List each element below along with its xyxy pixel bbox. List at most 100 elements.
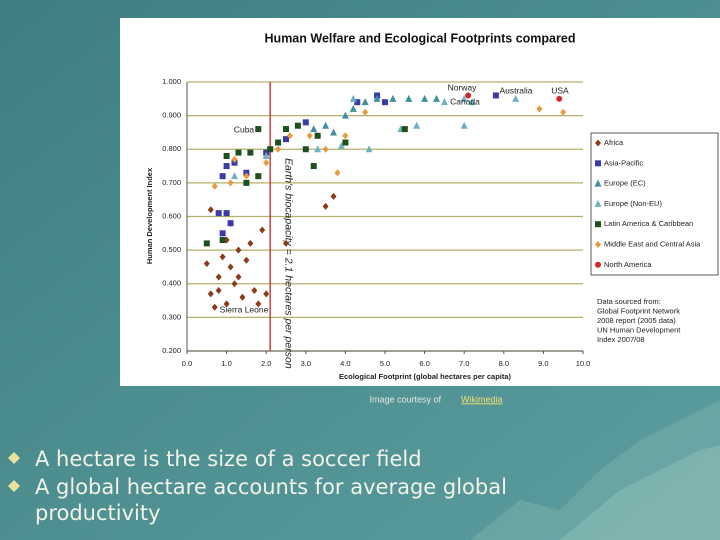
point: [512, 94, 520, 102]
point: [223, 210, 230, 217]
x-tick-label: 10.0: [576, 359, 591, 368]
point: [460, 121, 468, 129]
caption: Image courtesy of: [369, 394, 441, 404]
point: [247, 239, 254, 247]
point: [227, 179, 234, 187]
point: [330, 192, 337, 200]
point: [211, 303, 218, 311]
source-note: 2008 report (2005 data): [597, 316, 676, 325]
chart: Human Welfare and Ecological Footprints …: [145, 31, 719, 381]
point: [314, 145, 322, 153]
source-note: UN Human Development: [597, 325, 681, 334]
point: [219, 253, 226, 261]
y-tick-label: 0.800: [162, 144, 181, 153]
point: [219, 237, 226, 244]
point: [468, 98, 476, 106]
x-tick-label: 8.0: [499, 359, 509, 368]
point: [405, 94, 413, 102]
point: [440, 98, 448, 106]
point: [275, 145, 282, 153]
y-tick-label: 0.600: [162, 211, 181, 220]
legend-box: [590, 132, 719, 276]
y-tick-label: 1.000: [162, 77, 181, 86]
point: [255, 126, 262, 133]
point: [275, 139, 282, 146]
bullet: A global hectare accounts for average gl…: [35, 475, 507, 525]
x-tick-label: 6.0: [419, 359, 429, 368]
point: [211, 182, 218, 190]
point: [556, 95, 563, 102]
source-note: Index 2007/08: [597, 335, 645, 344]
reference-label: Earth's biocapacity = 2.1 hectares per p…: [282, 158, 294, 369]
point: [314, 132, 321, 139]
y-tick-label: 0.400: [162, 279, 181, 288]
x-tick-label: 0.0: [182, 359, 192, 368]
x-tick-label: 7.0: [459, 359, 469, 368]
point: [223, 152, 230, 159]
point: [460, 94, 468, 102]
point: [231, 155, 238, 163]
point: [227, 263, 234, 271]
legend: Africa Asia-Pacific Europe (EC) Europe (Non…: [594, 138, 701, 269]
point: [283, 239, 289, 247]
legend-marker: [595, 241, 601, 248]
y-tick-label: 0.500: [162, 245, 181, 254]
point: [492, 92, 499, 99]
point-annotation: Cuba: [234, 124, 255, 134]
point: [306, 132, 313, 140]
point: [349, 104, 357, 112]
x-tick-label: 2.0: [261, 359, 271, 368]
point: [283, 126, 289, 133]
legend-marker: [595, 221, 601, 228]
point: [294, 122, 301, 129]
y-tick-label: 0.300: [162, 312, 181, 321]
legend-marker: [595, 261, 601, 268]
point: [330, 128, 338, 136]
point: [263, 290, 270, 298]
point: [421, 94, 429, 102]
point: [365, 145, 373, 153]
point-annotation: Australia: [499, 85, 532, 95]
legend-label: Middle East and Central Asia: [604, 239, 701, 248]
point: [322, 121, 330, 129]
point: [203, 240, 210, 247]
point: [342, 132, 349, 140]
point: [302, 119, 309, 126]
point: [389, 94, 397, 102]
legend-label: Europe (EC): [604, 179, 646, 188]
point: [413, 121, 421, 129]
point-annotation: Canada: [450, 96, 480, 106]
point: [310, 125, 318, 133]
legend-label: Europe (Non-EU): [604, 199, 662, 208]
legend-label: Asia-Pacific: [604, 158, 643, 167]
point: [536, 105, 543, 113]
point: [203, 260, 210, 268]
point: [337, 141, 345, 149]
point: [207, 290, 214, 298]
point: [432, 94, 440, 102]
point: [235, 149, 242, 156]
point: [341, 111, 349, 119]
point: [361, 98, 369, 106]
point: [235, 273, 242, 281]
x-tick-label: 5.0: [380, 359, 390, 368]
caption-link[interactable]: Wikimedia: [461, 394, 503, 404]
point-annotation: Norway: [448, 82, 478, 92]
point: [219, 230, 226, 237]
x-axis-label: Ecological Footprint (global hectares pe…: [339, 372, 512, 381]
point: [382, 99, 388, 106]
point: [560, 108, 567, 116]
x-tick-label: 9.0: [538, 359, 548, 368]
point: [302, 146, 309, 153]
point: [354, 99, 361, 106]
point: [239, 293, 246, 301]
legend-label: Latin America & Caribbean: [604, 219, 693, 228]
legend-marker: [594, 199, 602, 207]
point: [215, 273, 222, 281]
point-annotation: USA: [551, 85, 569, 95]
bullet: A hectare is the size of a soccer field: [35, 447, 422, 471]
source-note: Global Footprint Network: [597, 306, 680, 315]
point: [223, 163, 230, 170]
y-axis-label: Human Development Index: [145, 167, 154, 264]
